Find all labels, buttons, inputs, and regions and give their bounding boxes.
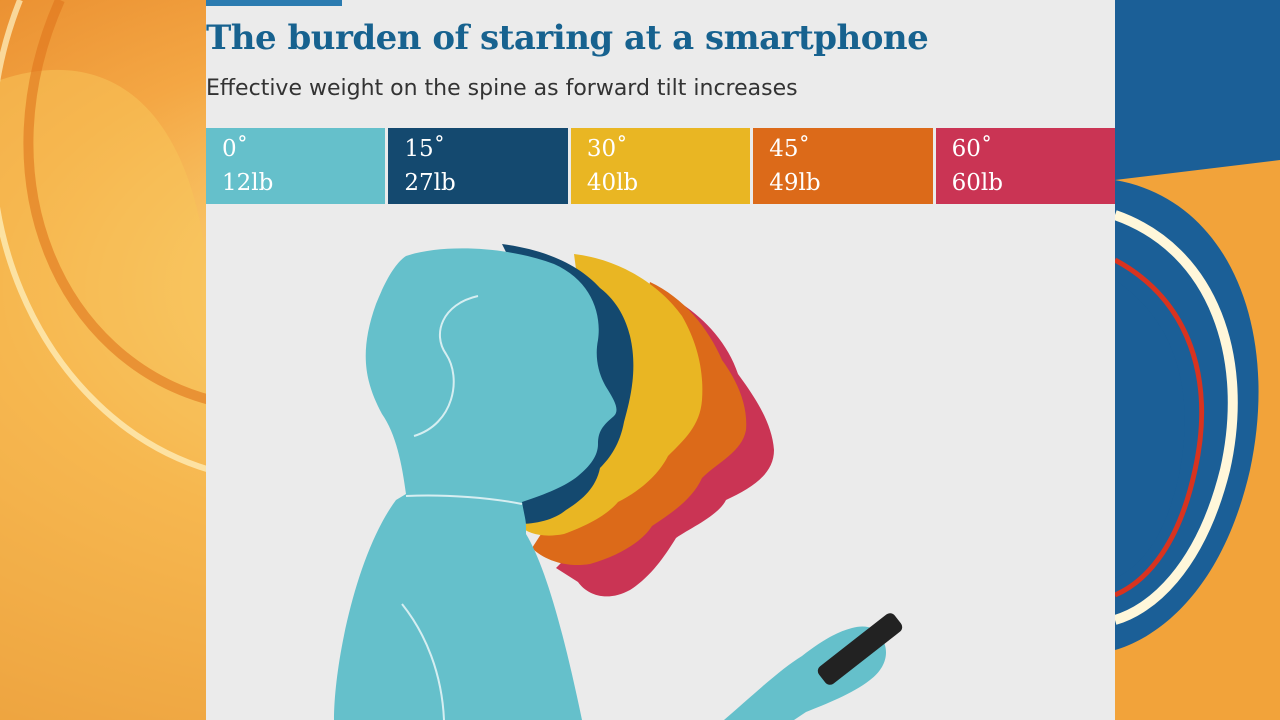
tilt-weight: 40lb (586, 170, 639, 196)
smartphone-icon (817, 613, 903, 685)
tilt-angle: 60˚ (951, 136, 993, 162)
tilt-band-45: 45˚ 49lb (753, 128, 933, 204)
tilt-band-30: 30˚ 40lb (570, 128, 751, 204)
tilt-band-15: 15˚ 27lb (388, 128, 568, 204)
tilt-band-0: 0˚ 12lb (206, 128, 386, 204)
tilt-weight: 49lb (769, 170, 821, 196)
tilt-weight: 12lb (222, 170, 274, 196)
tilt-weight: 60lb (951, 170, 1003, 196)
hand-with-phone (724, 613, 903, 720)
tilt-angle: 15˚ (404, 136, 446, 162)
tilt-weight: 27lb (404, 170, 456, 196)
tilt-angle: 0˚ (222, 136, 249, 162)
head-silhouette-15 (502, 244, 634, 524)
top-accent-bar (206, 0, 342, 6)
infographic-subtitle: Effective weight on the spine as forward… (206, 76, 798, 101)
infographic-title: The burden of staring at a smartphone (206, 18, 929, 58)
tilt-angle: 45˚ (769, 136, 810, 162)
tilt-legend: 0˚ 12lb 15˚ 27lb 30˚ 40lb 45˚ 49lb 60˚ 6… (206, 128, 1115, 204)
head-tilt-illustration (334, 244, 903, 720)
tilt-angle: 30˚ (586, 136, 628, 162)
person-upright (334, 248, 617, 720)
tilt-band-60: 60˚ 60lb (935, 128, 1115, 204)
infographic-card: The burden of staring at a smartphone Ef… (206, 0, 1115, 720)
